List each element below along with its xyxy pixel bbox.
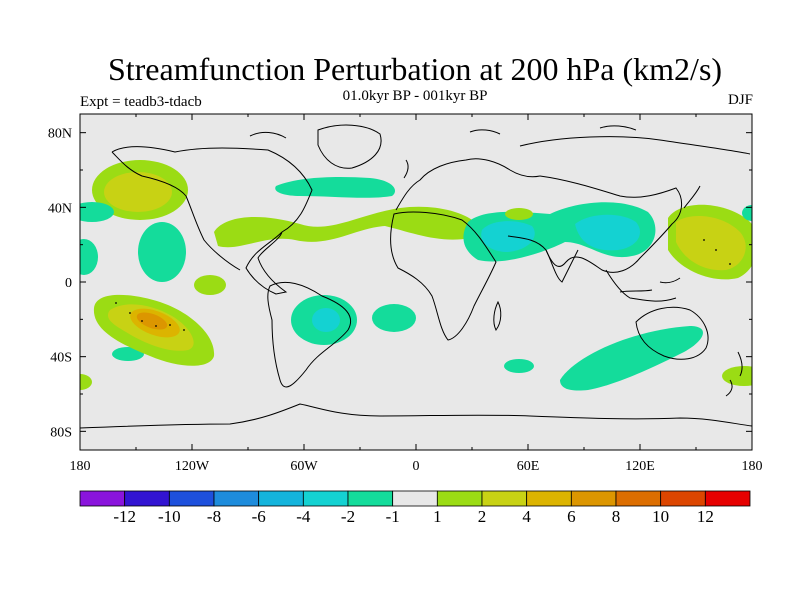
coastline-madagascar (493, 300, 502, 331)
experiment-label: Expt = teadb3-tdacb (80, 94, 202, 110)
season-label: DJF (727, 92, 753, 108)
contour-fill-wnp-inner (676, 216, 746, 271)
colorbar-level-label: -10 (157, 507, 181, 526)
colorbar-swatch (79, 490, 126, 507)
x-tick-label: 120E (625, 459, 655, 474)
contour-fill-sw-pac-high (80, 374, 92, 390)
coastline-australia (635, 306, 709, 360)
coastline-arctic-islands (249, 125, 637, 139)
colorbar-level-label: 1 (433, 507, 442, 526)
coastline-se-asia (605, 269, 677, 302)
coastline-uk (403, 159, 409, 179)
contour-fill-sio-low (504, 359, 534, 373)
x-tick-label: 180 (70, 459, 91, 474)
y-tick-label: 80N (48, 127, 72, 142)
colorbar-swatch (258, 490, 304, 507)
contour-fill-west-low (80, 239, 98, 275)
colorbar (79, 490, 751, 507)
colorbar-swatch (704, 490, 751, 507)
coastline-africa (390, 211, 497, 341)
colorbar-swatch (213, 490, 260, 507)
coastline-new-zealand (725, 351, 743, 397)
y-tick-label: 80S (50, 425, 72, 440)
coastline-japan (683, 185, 701, 209)
contour-fill-ind-high (505, 208, 533, 220)
coastline-greenland (317, 124, 382, 169)
contour-layer (80, 160, 752, 391)
colorbar-swatch (660, 490, 706, 507)
y-tick-label: 40S (50, 351, 72, 366)
colorbar-swatch (124, 490, 170, 507)
stipple-dot (155, 325, 157, 327)
colorbar-level-label: 8 (611, 507, 621, 526)
contour-fill-sam-core (312, 308, 340, 332)
stipple-dot (115, 302, 117, 304)
colorbar-level-label: 2 (477, 507, 487, 526)
stipple-dot (141, 320, 143, 322)
stipple-dot (703, 239, 705, 241)
contour-fill-npac-west-low (80, 202, 114, 222)
period-label: 01.0kyr BP - 001kyr BP (342, 88, 488, 104)
coastline-south-america (267, 281, 352, 388)
contour-fill-natl-low (275, 176, 396, 198)
contour-fill-nz-high (722, 366, 752, 386)
coastline-indonesia (619, 277, 681, 293)
coastline-europe (395, 158, 541, 211)
contour-fill-tibet-core (575, 214, 640, 251)
colorbar-swatch (392, 490, 438, 507)
stipple-dot (169, 324, 171, 326)
contour-fill-spac-core6 (136, 312, 168, 330)
chart-title: Streamfunction Perturbation at 200 hPa (… (107, 51, 723, 87)
x-tick-label: 60E (517, 459, 540, 474)
coastline-north-america-west (111, 151, 241, 271)
coastline-north-america (111, 146, 313, 295)
y-tick-label: 0 (65, 276, 72, 291)
colorbar-level-label: -8 (206, 507, 222, 526)
contour-fill-spac-low2 (112, 347, 144, 361)
x-tick-label: 180 (742, 459, 763, 474)
colorbar-level-label: -2 (340, 507, 356, 526)
axis-labels: 180 120W 60W 0 60E 120E 180 80N 40N 0 40S 80S (48, 127, 763, 474)
plot-background (80, 114, 752, 450)
colorbar-level-label: 12 (696, 507, 714, 526)
colorbar-swatch (615, 490, 662, 507)
x-tick-label: 0 (413, 459, 420, 474)
colorbar-swatch (570, 490, 617, 507)
colorbar-swatch (302, 490, 349, 507)
stipple-dot (729, 263, 731, 265)
contour-fill-pacific-low (138, 222, 186, 282)
x-tick-label: 60W (290, 459, 318, 474)
colorbar-level-label: -6 (251, 507, 266, 526)
coastline-asia (507, 136, 751, 273)
colorbar-swatch (168, 490, 215, 507)
colorbar-swatch (526, 490, 572, 507)
colorbar-level-label: -4 (296, 507, 311, 526)
contour-fill-east-edge-low (742, 205, 752, 221)
colorbar-swatch (347, 490, 394, 507)
colorbar-level-label: 6 (567, 507, 576, 526)
colorbar-level-label: 10 (652, 507, 670, 526)
contour-fill-mideast-core (481, 221, 535, 252)
coastline-india (545, 249, 579, 283)
axis-ticks (79, 114, 753, 450)
contour-fill-satl-low (372, 304, 416, 332)
stipple-dot (715, 249, 717, 251)
contour-fill-trop-pac-high (194, 275, 226, 295)
stipple-dot (129, 312, 131, 314)
stipple-dot (183, 329, 185, 331)
colorbar-level-label: 4 (522, 507, 531, 526)
colorbar-swatch (481, 490, 528, 507)
contour-fill-aus-low (560, 326, 703, 391)
coastline-antarctica (80, 403, 752, 429)
colorbar-swatch (436, 490, 483, 507)
significance-dots (115, 239, 731, 331)
colorbar-level-label: -12 (113, 507, 136, 526)
contour-fill-npac-inner (104, 172, 172, 212)
colorbar-level-label: -1 (385, 507, 400, 526)
x-tick-label: 120W (175, 459, 210, 474)
coastlines (80, 124, 752, 429)
y-tick-label: 40N (48, 201, 72, 216)
